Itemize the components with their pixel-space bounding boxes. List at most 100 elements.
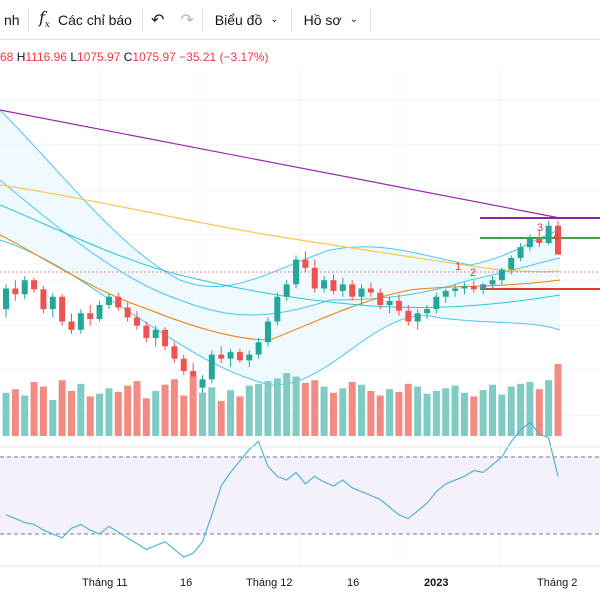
volume-bar	[58, 380, 66, 436]
candle-body	[199, 379, 206, 388]
volume-bar	[198, 392, 206, 436]
indicators-label: Các chỉ báo	[58, 11, 132, 28]
volume-bar	[217, 400, 225, 436]
candle-body	[517, 247, 524, 258]
bollinger-lower-line	[0, 239, 561, 386]
candle-body	[414, 313, 421, 322]
candlestick-series	[3, 220, 561, 396]
ma-short-orange	[0, 234, 561, 341]
volume-bar	[11, 389, 19, 436]
chart-menu-label: Biểu đồ	[214, 11, 263, 28]
volume-bar	[142, 398, 150, 436]
rsi-band-fill	[0, 457, 600, 534]
candle-body	[274, 296, 281, 322]
chevron-down-icon: ⌄	[270, 14, 279, 25]
ohlc-change-value: −35.21 (−3.17%)	[179, 50, 269, 64]
candle-body	[470, 286, 477, 290]
candle-body	[545, 225, 552, 244]
volume-bar	[311, 380, 319, 436]
candle-body	[96, 305, 103, 320]
volume-bar	[498, 394, 506, 436]
candle-body	[208, 354, 215, 380]
candle-body	[143, 325, 150, 339]
volume-bar	[507, 386, 515, 436]
ohlc-open-value: 68	[0, 50, 14, 64]
volume-bar	[386, 389, 394, 436]
candle-body	[480, 284, 487, 290]
chart-menu-button[interactable]: Biểu đồ ⌄	[203, 0, 291, 40]
candle-body	[227, 352, 234, 359]
undo-icon: ↶	[150, 11, 165, 29]
volume-bar	[77, 383, 85, 436]
candle-body	[526, 238, 533, 248]
candle-body	[87, 313, 94, 320]
volume-bar	[526, 382, 534, 436]
ohlc-close-prefix: C	[123, 50, 133, 64]
toolbar-separator	[141, 7, 143, 32]
wave-label: 1	[455, 261, 461, 273]
redo-button[interactable]: ↷	[172, 0, 201, 40]
x-axis-label: 16	[180, 577, 193, 589]
volume-bar	[329, 392, 337, 436]
candle-body	[115, 296, 122, 308]
candle-body	[536, 238, 543, 244]
candle-body	[190, 371, 197, 388]
candle-body	[330, 280, 337, 291]
volume-bar	[301, 382, 309, 436]
candle-body	[31, 280, 38, 290]
candle-body	[68, 321, 75, 330]
ohlc-low-prefix: L	[70, 50, 78, 64]
volume-bar	[236, 396, 244, 436]
candle-body	[218, 354, 225, 359]
candle-body	[283, 284, 290, 297]
volume-bar	[2, 392, 10, 436]
undo-button[interactable]: ↶	[143, 0, 172, 40]
candle-body	[508, 257, 515, 270]
volume-bar	[404, 383, 412, 436]
x-axis-label: 16	[347, 577, 360, 589]
top-toolbar: nh fx Các chỉ báo ↶ ↷ Biểu đồ ⌄ Hồ sơ ⌄	[0, 0, 600, 40]
ohlc-close-value: 1075.97	[132, 50, 176, 64]
volume-bar	[96, 393, 104, 436]
candle-body	[162, 329, 169, 347]
candle-body	[489, 280, 496, 285]
toolbar-cut-item[interactable]: nh	[0, 0, 28, 40]
volume-bar	[255, 383, 263, 436]
candle-body	[461, 286, 468, 289]
wave-label: 4	[553, 231, 559, 243]
candle-body	[152, 329, 159, 339]
volume-bar	[180, 395, 188, 436]
candle-body	[377, 292, 384, 305]
volume-bar	[161, 384, 169, 436]
volume-bar	[189, 376, 197, 436]
volume-bar	[273, 378, 281, 436]
candle-body	[358, 288, 365, 297]
volume-bar	[348, 382, 356, 436]
wave-label: 3	[537, 222, 543, 234]
volume-bar	[517, 383, 525, 436]
volume-bar	[451, 385, 459, 436]
volume-bar	[292, 376, 300, 436]
toolbar-separator	[201, 7, 203, 32]
bollinger-band-fill	[0, 110, 560, 386]
ohlc-high-prefix: H	[16, 50, 26, 64]
volume-series	[2, 364, 562, 436]
profile-menu-button[interactable]: Hồ sơ ⌄	[292, 0, 370, 40]
volume-bar	[376, 395, 384, 436]
candle-body	[433, 296, 440, 310]
volume-bar	[442, 388, 450, 436]
wave-label: 2	[470, 267, 476, 279]
volume-bar	[245, 385, 253, 436]
ma-mid-teal	[0, 204, 561, 309]
ohlc-low-value: 1075.97	[77, 50, 121, 64]
candle-body	[124, 307, 131, 318]
candle-body	[133, 317, 140, 326]
candle-body	[424, 309, 431, 314]
candle-body	[171, 346, 178, 359]
volume-bar	[39, 386, 47, 436]
candle-body	[77, 313, 84, 330]
bollinger-upper-line	[0, 109, 561, 288]
indicators-button[interactable]: fx Các chỉ báo	[29, 0, 142, 40]
volume-bar	[320, 386, 328, 436]
